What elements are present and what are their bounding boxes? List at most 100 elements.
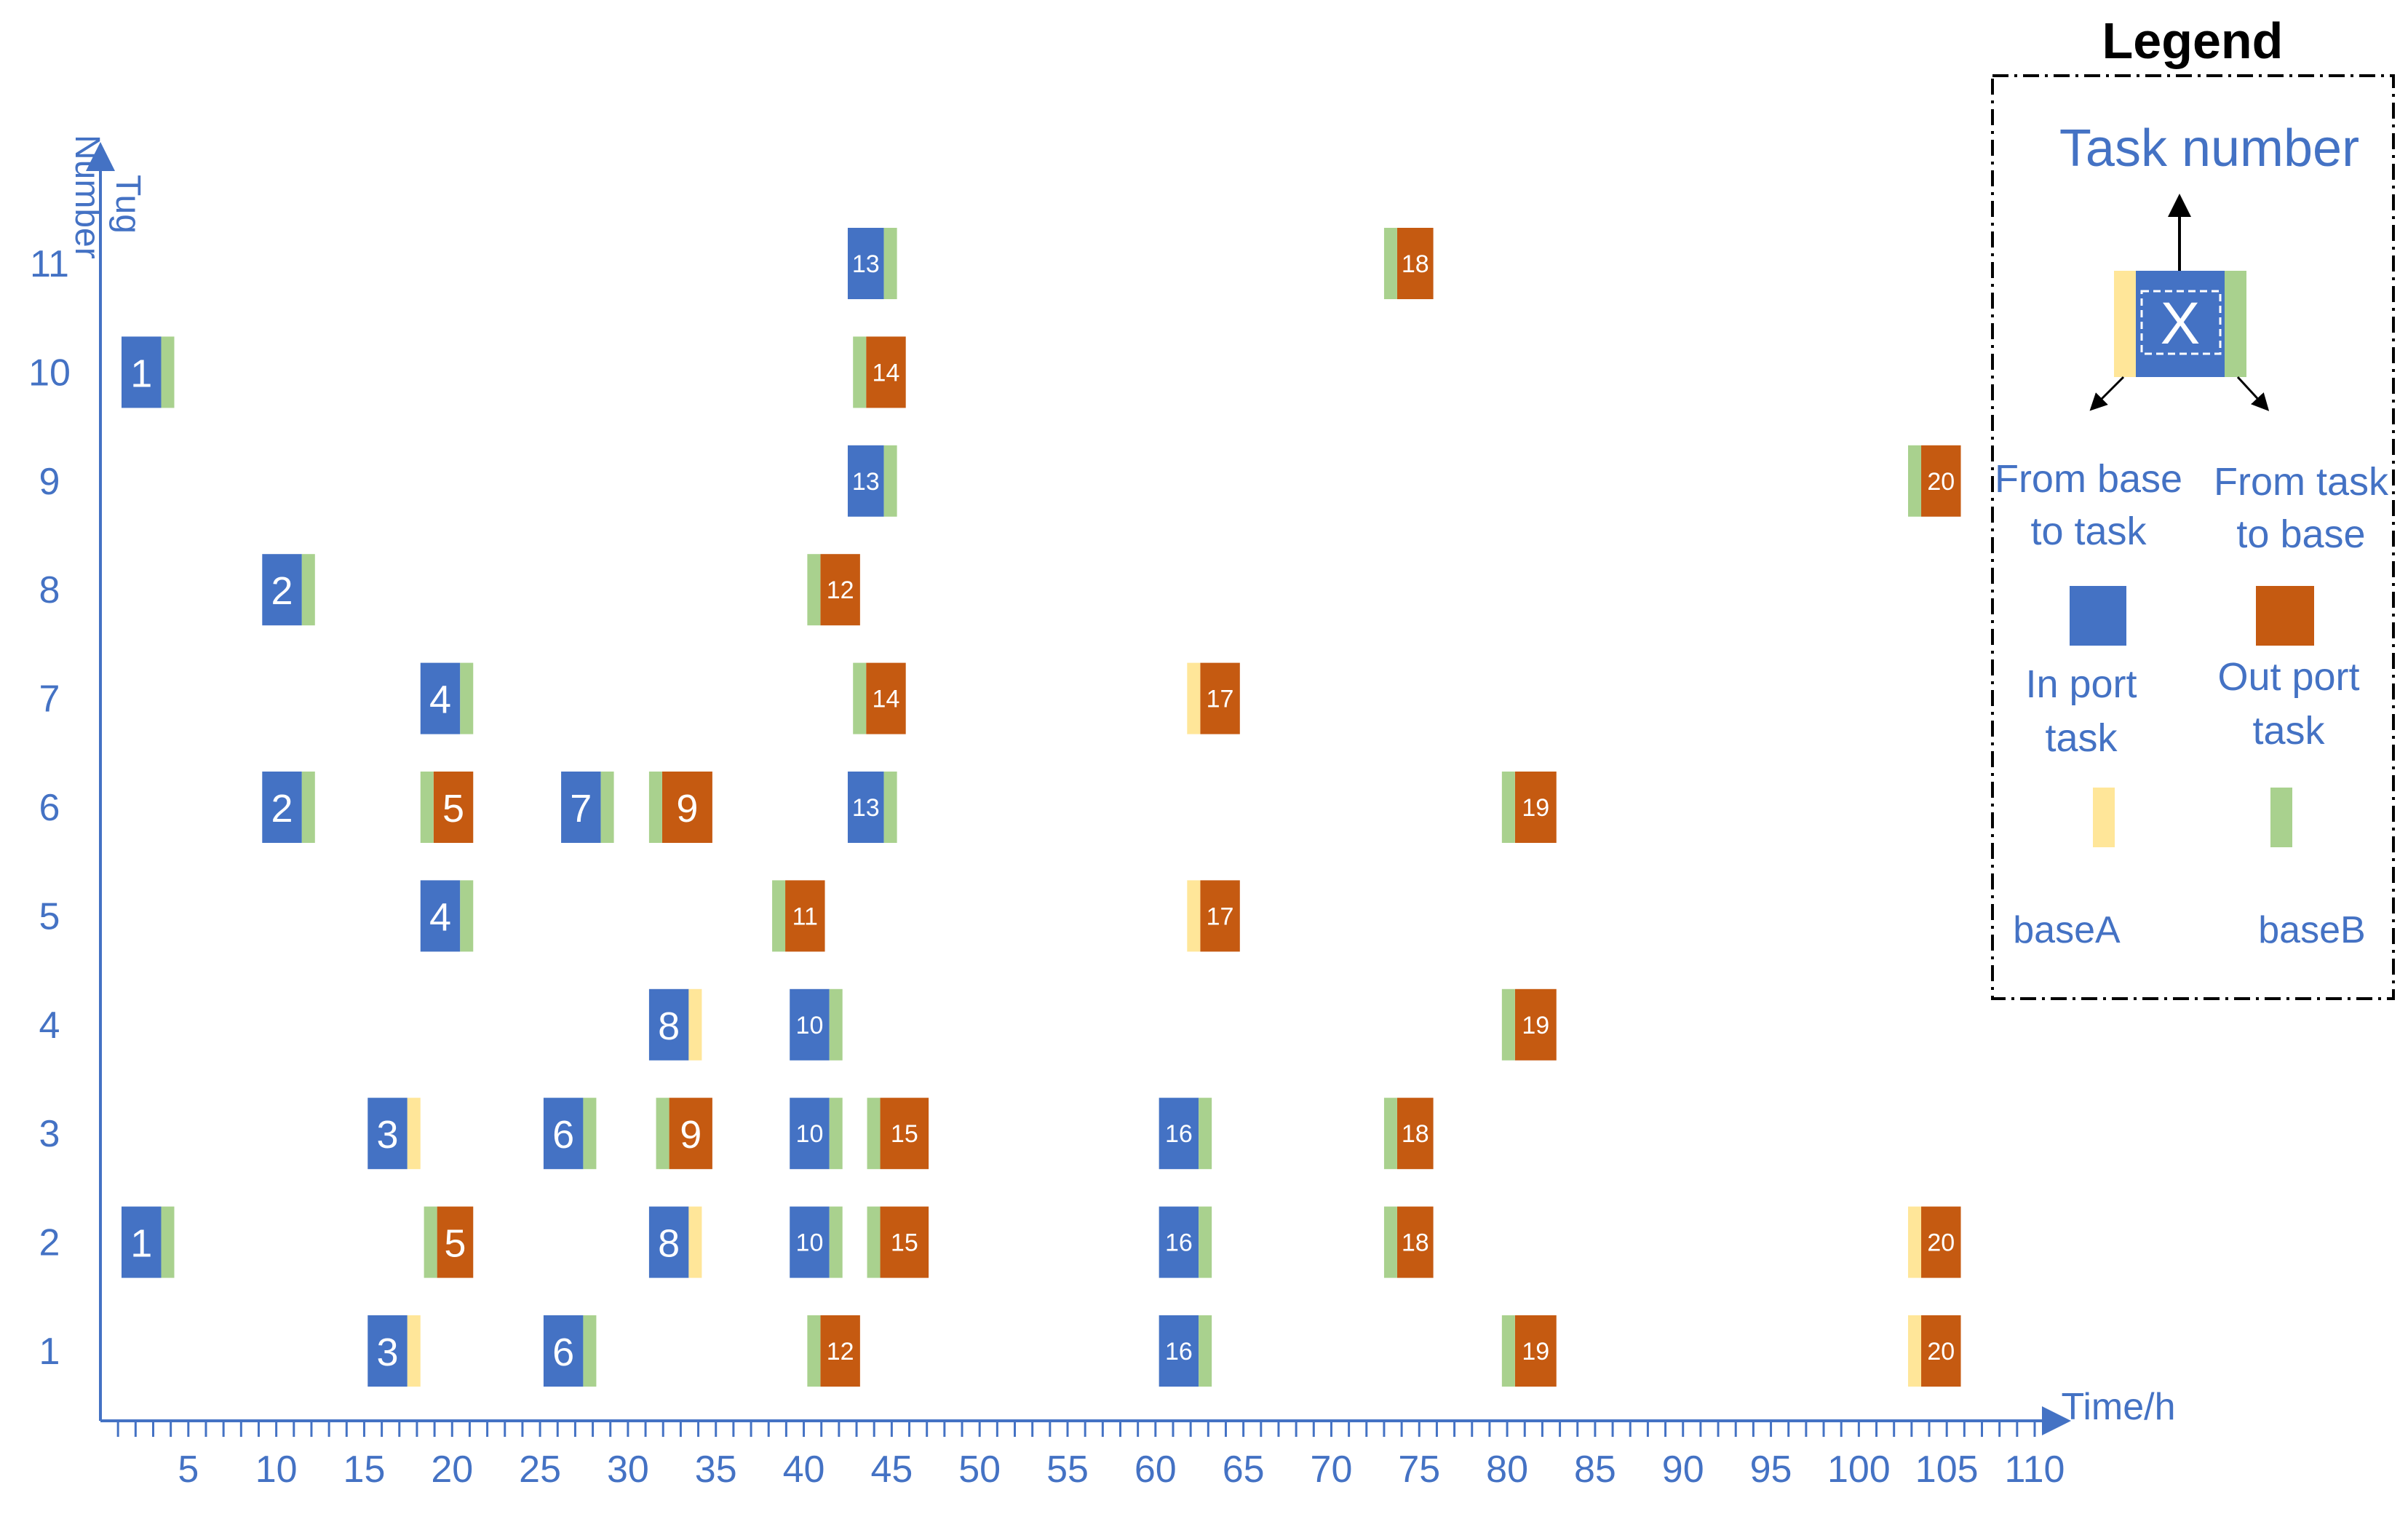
baseB-segment — [883, 228, 897, 299]
y-axis-label-line: Tug — [108, 175, 147, 234]
task-number-label: 10 — [796, 1229, 824, 1257]
baseB-segment — [853, 662, 867, 734]
x-tick-label: 80 — [1486, 1448, 1528, 1491]
task-block — [790, 1098, 830, 1170]
legend-out-port-swatch — [2256, 586, 2314, 646]
baseB-segment — [883, 772, 897, 843]
legend-task-number-label: Task number — [2059, 119, 2359, 178]
task-block — [1921, 1315, 1961, 1387]
task-block — [420, 880, 461, 952]
x-tick-label: 55 — [1046, 1448, 1089, 1491]
baseB-segment — [807, 1315, 821, 1387]
task-bar: 16 — [1159, 1315, 1212, 1387]
task-bar: 9 — [648, 772, 712, 843]
task-number-label: 6 — [552, 1113, 574, 1157]
task-number-label: 7 — [570, 787, 592, 831]
legend-example-baseA — [2114, 271, 2136, 377]
task-bar: 15 — [867, 1206, 929, 1278]
legend-baseB-label: baseB — [2258, 909, 2365, 951]
baseB-segment — [460, 662, 474, 734]
task-number-label: 20 — [1927, 468, 1955, 496]
task-number-label: 13 — [852, 250, 880, 278]
task-bar: 14 — [853, 662, 906, 734]
task-number-label: 4 — [429, 678, 451, 722]
task-block — [790, 1206, 830, 1278]
baseB-segment — [1199, 1315, 1212, 1387]
x-tick-label: 105 — [1915, 1448, 1979, 1491]
task-bar: 19 — [1501, 1315, 1557, 1387]
task-number-label: 14 — [873, 359, 900, 387]
baseB-segment — [853, 336, 867, 408]
task-bar: 9 — [656, 1098, 712, 1170]
y-tick-label: 6 — [39, 787, 60, 829]
task-bar: 19 — [1501, 988, 1557, 1061]
baseB-segment — [867, 1098, 881, 1170]
task-block — [437, 1206, 474, 1278]
baseB-segment — [829, 988, 843, 1061]
y-tick-label: 4 — [39, 1004, 60, 1047]
legend-from-task-line1: From task — [2214, 460, 2389, 504]
axes: 5 10 15 20 25 30 35 40 45 50 55 60 65 70 75 80 85 90 95 100… — [28, 135, 2175, 1491]
y-tick-label: 2 — [39, 1222, 60, 1264]
task-number-label: 2 — [271, 569, 293, 613]
task-bar: 12 — [807, 1315, 860, 1387]
baseA-segment — [1908, 1206, 1922, 1278]
task-block — [1200, 662, 1240, 734]
task-block — [790, 988, 830, 1061]
task-block — [543, 1315, 584, 1387]
x-tick-label: 35 — [695, 1448, 737, 1491]
y-tick-label: 3 — [39, 1113, 60, 1155]
legend-out-port-line2: task — [2252, 709, 2325, 753]
task-block — [1514, 772, 1557, 843]
task-bar: 12 — [807, 554, 860, 626]
x-tick-label: 75 — [1398, 1448, 1440, 1491]
y-axis-label: TugNumber — [68, 135, 147, 259]
task-block — [1200, 880, 1240, 952]
x-tick-label: 5 — [178, 1448, 199, 1491]
y-tick-label: 5 — [39, 895, 60, 938]
legend-baseA-label: baseA — [2013, 909, 2121, 951]
baseB-segment — [583, 1098, 597, 1170]
task-number-label: 3 — [377, 1113, 399, 1157]
task-block — [262, 772, 302, 843]
task-bar: 20 — [1908, 1315, 1961, 1387]
task-block — [121, 336, 162, 408]
task-number-label: 9 — [676, 787, 698, 831]
legend-box — [1991, 74, 2395, 1000]
legend-from-base-line1: From base — [1995, 457, 2182, 501]
task-number-label: 5 — [442, 787, 464, 831]
legend-baseA-swatch — [2093, 788, 2115, 847]
task-bar: 17 — [1187, 880, 1240, 952]
task-bar: 14 — [853, 336, 906, 408]
baseA-segment — [1187, 880, 1201, 952]
task-block — [847, 772, 884, 843]
baseB-segment — [1199, 1206, 1212, 1278]
task-number-label: 10 — [796, 1120, 824, 1148]
from-task-arrow — [2236, 376, 2270, 411]
legend-in-port-line1: In port — [2025, 662, 2137, 706]
task-number-label: 12 — [827, 1338, 854, 1366]
task-bar: 8 — [648, 988, 702, 1061]
task-block — [847, 228, 884, 299]
task-block — [785, 880, 825, 952]
task-bar: 19 — [1501, 772, 1557, 843]
x-tick-label: 15 — [343, 1448, 386, 1491]
task-bar: 15 — [867, 1098, 929, 1170]
task-number-label: 15 — [891, 1229, 918, 1257]
legend-in-port-swatch — [2070, 586, 2126, 646]
task-bar: 16 — [1159, 1206, 1212, 1278]
task-number-label: 18 — [1402, 1120, 1429, 1148]
task-block — [367, 1315, 408, 1387]
task-number-label: 1 — [130, 352, 152, 395]
from-base-arrow — [2089, 376, 2125, 411]
task-block — [420, 662, 461, 734]
task-bar: 13 — [847, 772, 897, 843]
task-block — [1921, 1206, 1961, 1278]
x-tick-label: 60 — [1135, 1448, 1177, 1491]
task-bar: 13 — [847, 228, 897, 299]
task-block — [866, 336, 906, 408]
task-number-label: 16 — [1165, 1120, 1193, 1148]
